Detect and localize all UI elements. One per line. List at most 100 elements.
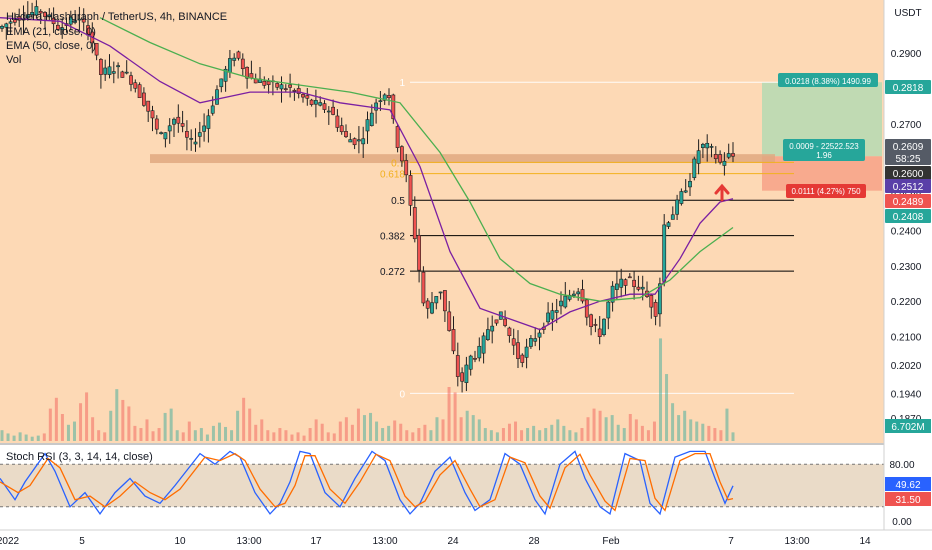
- candle-body[interactable]: [189, 138, 194, 140]
- candle-body[interactable]: [249, 73, 254, 79]
- candle-body[interactable]: [460, 372, 465, 382]
- candle-body[interactable]: [632, 279, 637, 287]
- candle-body[interactable]: [60, 27, 65, 30]
- stop-label-box[interactable]: [786, 184, 866, 198]
- candle-body[interactable]: [713, 154, 718, 160]
- candle-body[interactable]: [464, 364, 469, 383]
- candle-body[interactable]: [176, 116, 181, 124]
- candle-body[interactable]: [602, 318, 606, 336]
- candle-body[interactable]: [103, 67, 108, 75]
- candle-body[interactable]: [490, 325, 495, 332]
- candle-body[interactable]: [335, 115, 340, 128]
- candle-body[interactable]: [253, 78, 258, 84]
- candle-body[interactable]: [434, 296, 439, 304]
- candle-body[interactable]: [477, 345, 482, 359]
- position-tool-labels[interactable]: 0.0218 (8.38%) 1490.99 0.0009 - 22522.523…: [778, 73, 878, 198]
- candle-body[interactable]: [619, 278, 624, 288]
- candle-body[interactable]: [412, 207, 417, 240]
- candle-body[interactable]: [593, 324, 598, 326]
- candle-body[interactable]: [528, 338, 533, 347]
- candle-body[interactable]: [150, 110, 155, 119]
- candle-body[interactable]: [516, 342, 520, 359]
- candle-body[interactable]: [649, 295, 654, 308]
- candle-body[interactable]: [507, 327, 512, 336]
- candle-body[interactable]: [228, 58, 232, 73]
- candle-body[interactable]: [688, 180, 692, 188]
- candle-body[interactable]: [318, 102, 323, 106]
- candle-body[interactable]: [159, 132, 164, 134]
- candle-body[interactable]: [662, 224, 667, 282]
- candle-body[interactable]: [683, 190, 688, 193]
- candle-body[interactable]: [731, 153, 735, 157]
- candle-body[interactable]: [636, 286, 641, 290]
- candle-body[interactable]: [580, 289, 585, 302]
- candle-body[interactable]: [700, 143, 705, 148]
- support-zone[interactable]: [150, 154, 775, 164]
- candle-body[interactable]: [154, 118, 159, 130]
- candle-body[interactable]: [696, 150, 701, 164]
- candle-body[interactable]: [722, 160, 727, 166]
- candle-body[interactable]: [185, 131, 189, 138]
- candle-body[interactable]: [120, 71, 125, 78]
- candle-body[interactable]: [567, 294, 572, 300]
- candle-body[interactable]: [146, 100, 151, 112]
- candle-body[interactable]: [8, 21, 13, 24]
- candle-body[interactable]: [408, 175, 413, 206]
- candle-body[interactable]: [55, 24, 60, 30]
- candle-body[interactable]: [4, 23, 9, 28]
- candle-body[interactable]: [597, 328, 602, 337]
- currency-label[interactable]: USDT: [894, 8, 921, 19]
- candle-body[interactable]: [77, 18, 82, 21]
- candle-body[interactable]: [47, 14, 52, 18]
- candle-body[interactable]: [206, 115, 211, 129]
- candle-body[interactable]: [670, 214, 675, 220]
- candle-body[interactable]: [524, 346, 529, 358]
- candle-body[interactable]: [292, 89, 297, 92]
- candle-body[interactable]: [344, 131, 348, 138]
- candle-body[interactable]: [369, 112, 374, 126]
- candle-body[interactable]: [610, 285, 615, 303]
- candle-body[interactable]: [81, 18, 86, 23]
- candle-body[interactable]: [296, 88, 301, 94]
- candle-body[interactable]: [627, 276, 632, 279]
- candle-body[interactable]: [240, 58, 245, 70]
- candle-body[interactable]: [356, 139, 361, 142]
- candle-body[interactable]: [137, 84, 142, 99]
- candle-body[interactable]: [614, 283, 619, 290]
- candle-body[interactable]: [322, 103, 327, 110]
- candle-body[interactable]: [520, 354, 525, 363]
- candle-body[interactable]: [0, 25, 4, 29]
- candle-body[interactable]: [309, 99, 314, 105]
- candle-body[interactable]: [653, 302, 658, 317]
- symbol-title[interactable]: Hedera Hashgraph / TetherUS, 4h, BINANCE: [6, 11, 227, 23]
- candle-body[interactable]: [197, 132, 202, 137]
- candle-body[interactable]: [473, 357, 477, 360]
- candle-body[interactable]: [215, 89, 219, 105]
- candle-body[interactable]: [447, 311, 452, 331]
- fibonacci-retracement[interactable]: 1 0.70.618 0.5 0.382 0.272 0: [380, 78, 794, 400]
- candle-body[interactable]: [365, 119, 370, 132]
- target-label-box[interactable]: [778, 73, 878, 87]
- candle-body[interactable]: [339, 125, 344, 133]
- candle-body[interactable]: [675, 199, 680, 215]
- candle-body[interactable]: [451, 329, 456, 352]
- candle-body[interactable]: [232, 57, 237, 61]
- candle-body[interactable]: [657, 283, 662, 315]
- candle-body[interactable]: [262, 80, 267, 86]
- candle-body[interactable]: [692, 158, 697, 178]
- candle-body[interactable]: [485, 329, 490, 341]
- candle-body[interactable]: [326, 110, 331, 113]
- candle-body[interactable]: [313, 100, 318, 105]
- candle-body[interactable]: [34, 6, 39, 16]
- candle-body[interactable]: [279, 84, 284, 90]
- time-axis[interactable]: [0, 530, 932, 550]
- candle-body[interactable]: [107, 66, 112, 75]
- candle-body[interactable]: [68, 16, 73, 25]
- candle-body[interactable]: [378, 100, 383, 102]
- candle-body[interactable]: [533, 338, 538, 342]
- candle-body[interactable]: [430, 302, 434, 314]
- candle-body[interactable]: [606, 301, 611, 319]
- candle-body[interactable]: [546, 312, 551, 323]
- candle-body[interactable]: [94, 43, 99, 56]
